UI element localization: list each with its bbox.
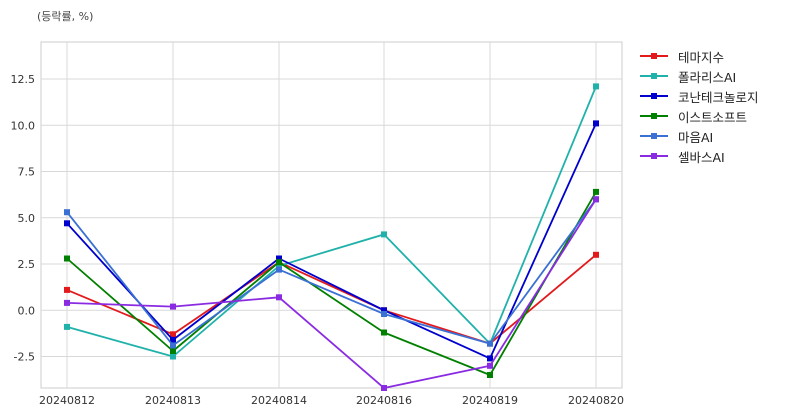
- data-point: [64, 209, 70, 216]
- legend-item: 폴라리스AI: [640, 66, 759, 86]
- data-point: [593, 196, 599, 203]
- series-4: [64, 188, 599, 378]
- y-tick-label: 2.5: [18, 258, 36, 271]
- data-point: [170, 303, 176, 310]
- y-tick-label: 12.5: [11, 73, 36, 86]
- data-point: [170, 331, 176, 338]
- y-tick-labels: -2.5 0.0 2.5 5.0 7.5 10.0 12.5: [11, 73, 36, 364]
- data-point: [64, 323, 70, 330]
- data-point: [381, 231, 387, 238]
- legend-swatch: [640, 50, 668, 62]
- legend-item: 이스트소프트: [640, 106, 759, 126]
- data-point: [381, 311, 387, 317]
- data-point: [381, 307, 387, 314]
- legend-marker: [651, 133, 657, 139]
- legend-marker: [651, 113, 657, 119]
- data-point: [64, 220, 70, 227]
- legend-item: 마음AI: [640, 126, 759, 146]
- data-point: [276, 259, 282, 266]
- legend-marker: [651, 93, 657, 99]
- legend-label: 마음AI: [678, 129, 714, 145]
- data-point: [487, 372, 493, 378]
- y-tick-label: -2.5: [14, 351, 35, 364]
- legend-swatch: [640, 130, 668, 142]
- y-tick-label: 0.0: [18, 304, 36, 317]
- data-point: [170, 348, 176, 354]
- legend-swatch: [640, 110, 668, 122]
- x-tick-label: 20240819: [462, 394, 518, 407]
- data-point: [593, 83, 599, 90]
- y-tick-label: 7.5: [18, 166, 36, 179]
- legend-label: 이스트소프트: [678, 109, 748, 125]
- legend-label: 셀바스AI: [678, 149, 725, 165]
- data-point: [276, 262, 282, 269]
- y-tick-label: 5.0: [18, 212, 36, 225]
- data-point: [487, 362, 493, 369]
- legend-label: 코난테크놀로지: [678, 89, 759, 105]
- x-tick-label: 20240812: [39, 394, 95, 407]
- x-tick-label: 20240814: [251, 394, 307, 407]
- x-tick-label: 20240813: [145, 394, 201, 407]
- legend-marker: [651, 53, 657, 59]
- series-line: [66, 254, 597, 345]
- plot-area: [40, 41, 623, 389]
- data-point: [276, 255, 282, 262]
- data-point: [276, 266, 282, 273]
- legend-label: 테마지수: [678, 49, 725, 65]
- data-point: [276, 294, 282, 301]
- data-point: [487, 355, 493, 362]
- legend-item: 코난테크놀로지: [640, 86, 759, 106]
- series-6: [64, 196, 599, 391]
- data-point: [170, 353, 176, 360]
- series-line: [66, 86, 597, 358]
- data-point: [381, 385, 387, 391]
- y-tick-label: 10.0: [11, 119, 36, 132]
- y-unit-label: (등락률, %): [37, 10, 94, 23]
- legend-label: 폴라리스AI: [678, 69, 737, 85]
- x-tick-label: 20240820: [568, 394, 624, 407]
- legend-marker: [651, 153, 657, 159]
- series-line: [66, 198, 597, 389]
- data-point: [593, 251, 599, 258]
- data-point: [593, 188, 599, 195]
- data-point: [381, 329, 387, 336]
- series-line: [66, 191, 597, 376]
- x-tick-label: 20240816: [356, 394, 412, 407]
- legend-item: 셀바스AI: [640, 146, 759, 166]
- legend-swatch: [640, 70, 668, 82]
- data-point: [64, 255, 70, 262]
- data-point: [593, 120, 599, 127]
- legend-swatch: [640, 90, 668, 102]
- data-point: [64, 299, 70, 306]
- data-point: [170, 342, 176, 349]
- data-point: [170, 336, 176, 343]
- series-line: [66, 198, 597, 347]
- data-point: [487, 340, 493, 347]
- data-point: [64, 286, 70, 293]
- series-lines: [64, 83, 599, 391]
- x-tick-labels: 20240812 20240813 20240814 20240816 20240819…: [39, 394, 624, 407]
- legend-marker: [651, 73, 657, 79]
- legend-item: 테마지수: [640, 46, 759, 66]
- legend-swatch: [640, 150, 668, 162]
